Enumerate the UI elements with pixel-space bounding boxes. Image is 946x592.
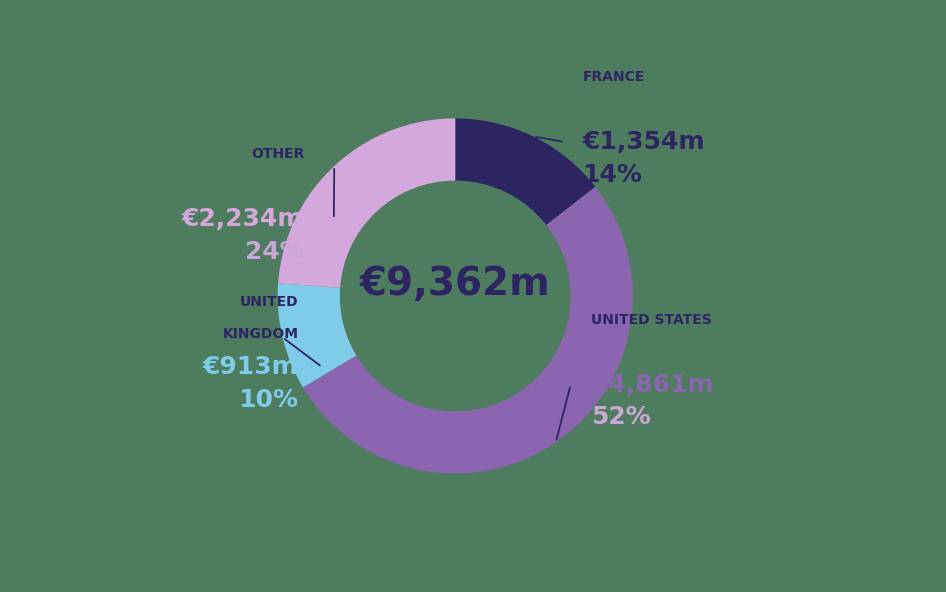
Text: 24%: 24% [244, 240, 305, 263]
Wedge shape [278, 118, 455, 288]
Text: 52%: 52% [591, 406, 651, 429]
Wedge shape [455, 118, 595, 225]
Text: €913m: €913m [202, 355, 298, 379]
Text: 14%: 14% [583, 163, 642, 186]
Wedge shape [303, 187, 633, 474]
Text: OTHER: OTHER [251, 147, 305, 161]
Text: €9,362m: €9,362m [359, 265, 551, 303]
Text: UNITED STATES: UNITED STATES [591, 313, 712, 327]
Text: €4,861m: €4,861m [591, 373, 714, 397]
Wedge shape [277, 284, 357, 388]
Text: €2,234m: €2,234m [182, 207, 305, 231]
Text: €1,354m: €1,354m [583, 130, 705, 154]
Text: FRANCE: FRANCE [583, 70, 645, 84]
Text: 10%: 10% [238, 388, 298, 411]
Text: KINGDOM: KINGDOM [222, 327, 298, 342]
Text: UNITED: UNITED [239, 295, 298, 309]
